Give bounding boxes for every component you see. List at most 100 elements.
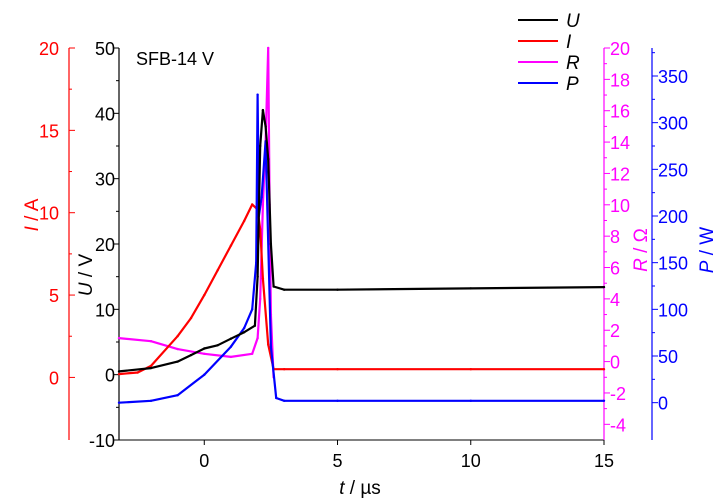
y-tick-label-R: 18 [610,70,630,90]
chart-annotation: SFB-14 V [136,49,214,69]
series-point-U [267,157,270,161]
series-point-P [203,373,206,376]
legend-label-R: R [566,53,580,74]
series-point-I [469,368,472,371]
series-point-U [253,324,257,327]
series-point-R [176,347,179,351]
y-axis-title-P: P / W [697,227,718,274]
series-point-U [256,275,259,278]
y-tick-label-U: 30 [95,170,115,190]
x-axis-title: t / µs [339,478,381,499]
series-point-P [176,394,179,397]
series-point-R [117,336,121,340]
series-point-U [602,285,606,289]
y-tick-label-R: 8 [610,227,620,247]
y-tick-label-R: 16 [610,102,630,122]
y-tick-label-R: 6 [610,259,620,279]
x-axis-var: t [339,478,345,499]
series-point-I [267,343,270,346]
series-point-I [251,203,254,206]
series-point-P [260,196,263,199]
series-point-R [259,297,262,301]
y-axis-title-U: U / V [76,254,97,297]
y-tick-label-R: 4 [610,290,620,310]
series-point-U [149,366,153,370]
y-tick-label-P: 250 [658,160,688,180]
x-tick-label: 0 [199,451,209,471]
y-axis-var-U: U [76,282,97,296]
series-point-U [336,288,339,291]
series-point-U [216,344,219,347]
series-line-U [118,109,605,373]
y-axis-unit-R: / Ω [631,228,652,258]
series-point-I [176,335,179,338]
series-point-P [251,308,254,311]
series-point-I [336,368,339,371]
series-point-U [272,285,275,288]
x-tick-label: 15 [594,451,614,471]
series-point-I [117,372,121,376]
series-point-I [261,277,265,280]
series-point-U [189,353,193,357]
legend-label-U: U [566,11,580,32]
series-point-I [136,371,139,374]
y-axis-unit-U: / V [76,254,97,283]
x-axis-unit: / µs [344,478,380,499]
y-axis-var-P: P [697,260,718,273]
y-tick-label-U: 10 [95,300,115,320]
y-tick-label-R: -4 [610,415,626,435]
series-point-P [256,93,259,96]
series-point-P [469,399,472,402]
y-tick-label-R: 14 [610,133,630,153]
series-point-U [176,360,179,363]
series-point-R [149,340,153,343]
series-point-P [117,401,121,404]
y-tick-label-R: 20 [610,39,630,59]
series-point-P [229,345,233,348]
y-tick-label-R: 10 [610,196,630,216]
series-point-U [229,337,233,340]
y-tick-label-R: 2 [610,321,620,341]
series-point-U [243,331,246,334]
legend-label-I: I [566,32,572,53]
y-tick-label-I: 15 [39,121,59,141]
y-tick-label-U: -10 [89,431,115,451]
y-axis-var-I: I [22,225,43,231]
y-tick-label-R: 12 [610,164,630,184]
series-point-I [283,368,286,371]
series-point-I [216,269,219,272]
series-point-P [149,399,153,402]
series-point-I [602,368,606,371]
legend-label-P: P [566,74,579,95]
series-point-R [256,336,259,340]
series-point-U [283,288,286,291]
y-tick-label-P: 150 [658,254,688,274]
series-point-R [251,352,254,355]
y-tick-label-P: 100 [658,300,688,320]
y-axis-title-I: I / A [22,198,43,231]
y-tick-label-P: 350 [658,67,688,87]
y-tick-label-P: 200 [658,207,688,227]
y-tick-label-U: 20 [95,235,115,255]
series-point-P [283,399,286,402]
y-tick-label-I: 20 [39,39,59,59]
x-tick-label: 5 [333,451,343,471]
y-tick-label-U: 50 [95,39,115,59]
series-point-U [261,108,265,112]
series-point-R [229,355,233,359]
y-axis-title-R: R / Ω [631,228,652,272]
y-tick-label-I: 0 [49,368,59,388]
y-tick-label-P: 50 [658,347,678,367]
series-point-U [269,242,273,246]
series-point-R [203,352,206,355]
y-tick-label-P: 0 [658,394,668,414]
y-axis-var-R: R [631,258,652,272]
series-point-R [267,46,270,50]
series-point-P [243,326,246,330]
series-point-U [259,144,262,148]
series-point-I [229,244,233,247]
y-tick-label-I: 10 [39,204,59,224]
y-tick-label-U: 0 [105,366,115,386]
series-point-U [264,125,267,128]
series-point-I [203,293,206,297]
